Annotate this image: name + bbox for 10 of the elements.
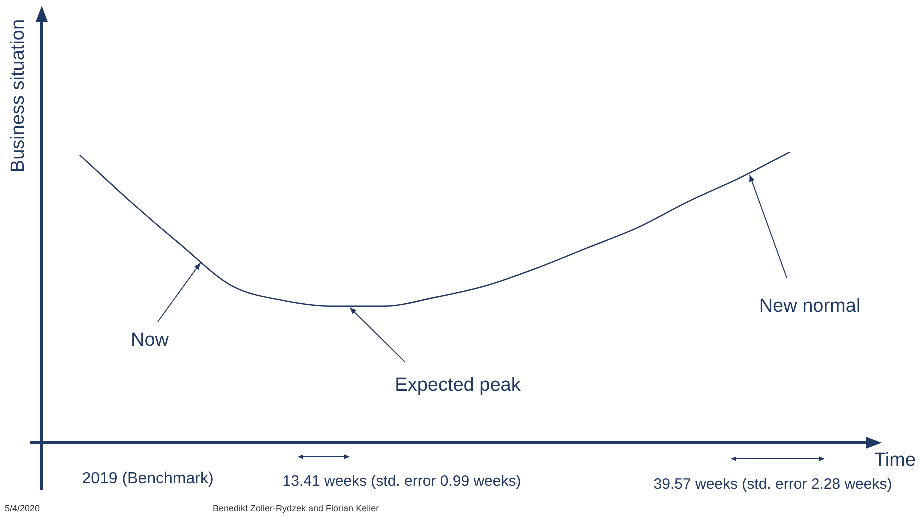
- annotation: Now: [130, 330, 170, 352]
- text: 5/4/2020: [5, 503, 40, 514]
- text: Benedikt Zoller-Rydzek and Florian Keller: [213, 503, 380, 514]
- annotation: Expected peak: [395, 375, 522, 396]
- annotation: New normal: [759, 296, 861, 318]
- text: 2019 (Benchmark): [82, 470, 214, 488]
- y-axis-title: Business situation: [8, 19, 30, 173]
- x-axis-title: Time: [874, 450, 916, 472]
- text: 39.57 weeks (std. error 2.28 weeks): [654, 476, 892, 494]
- text: 13.41 weeks (std. error 0.99 weeks): [282, 473, 522, 490]
